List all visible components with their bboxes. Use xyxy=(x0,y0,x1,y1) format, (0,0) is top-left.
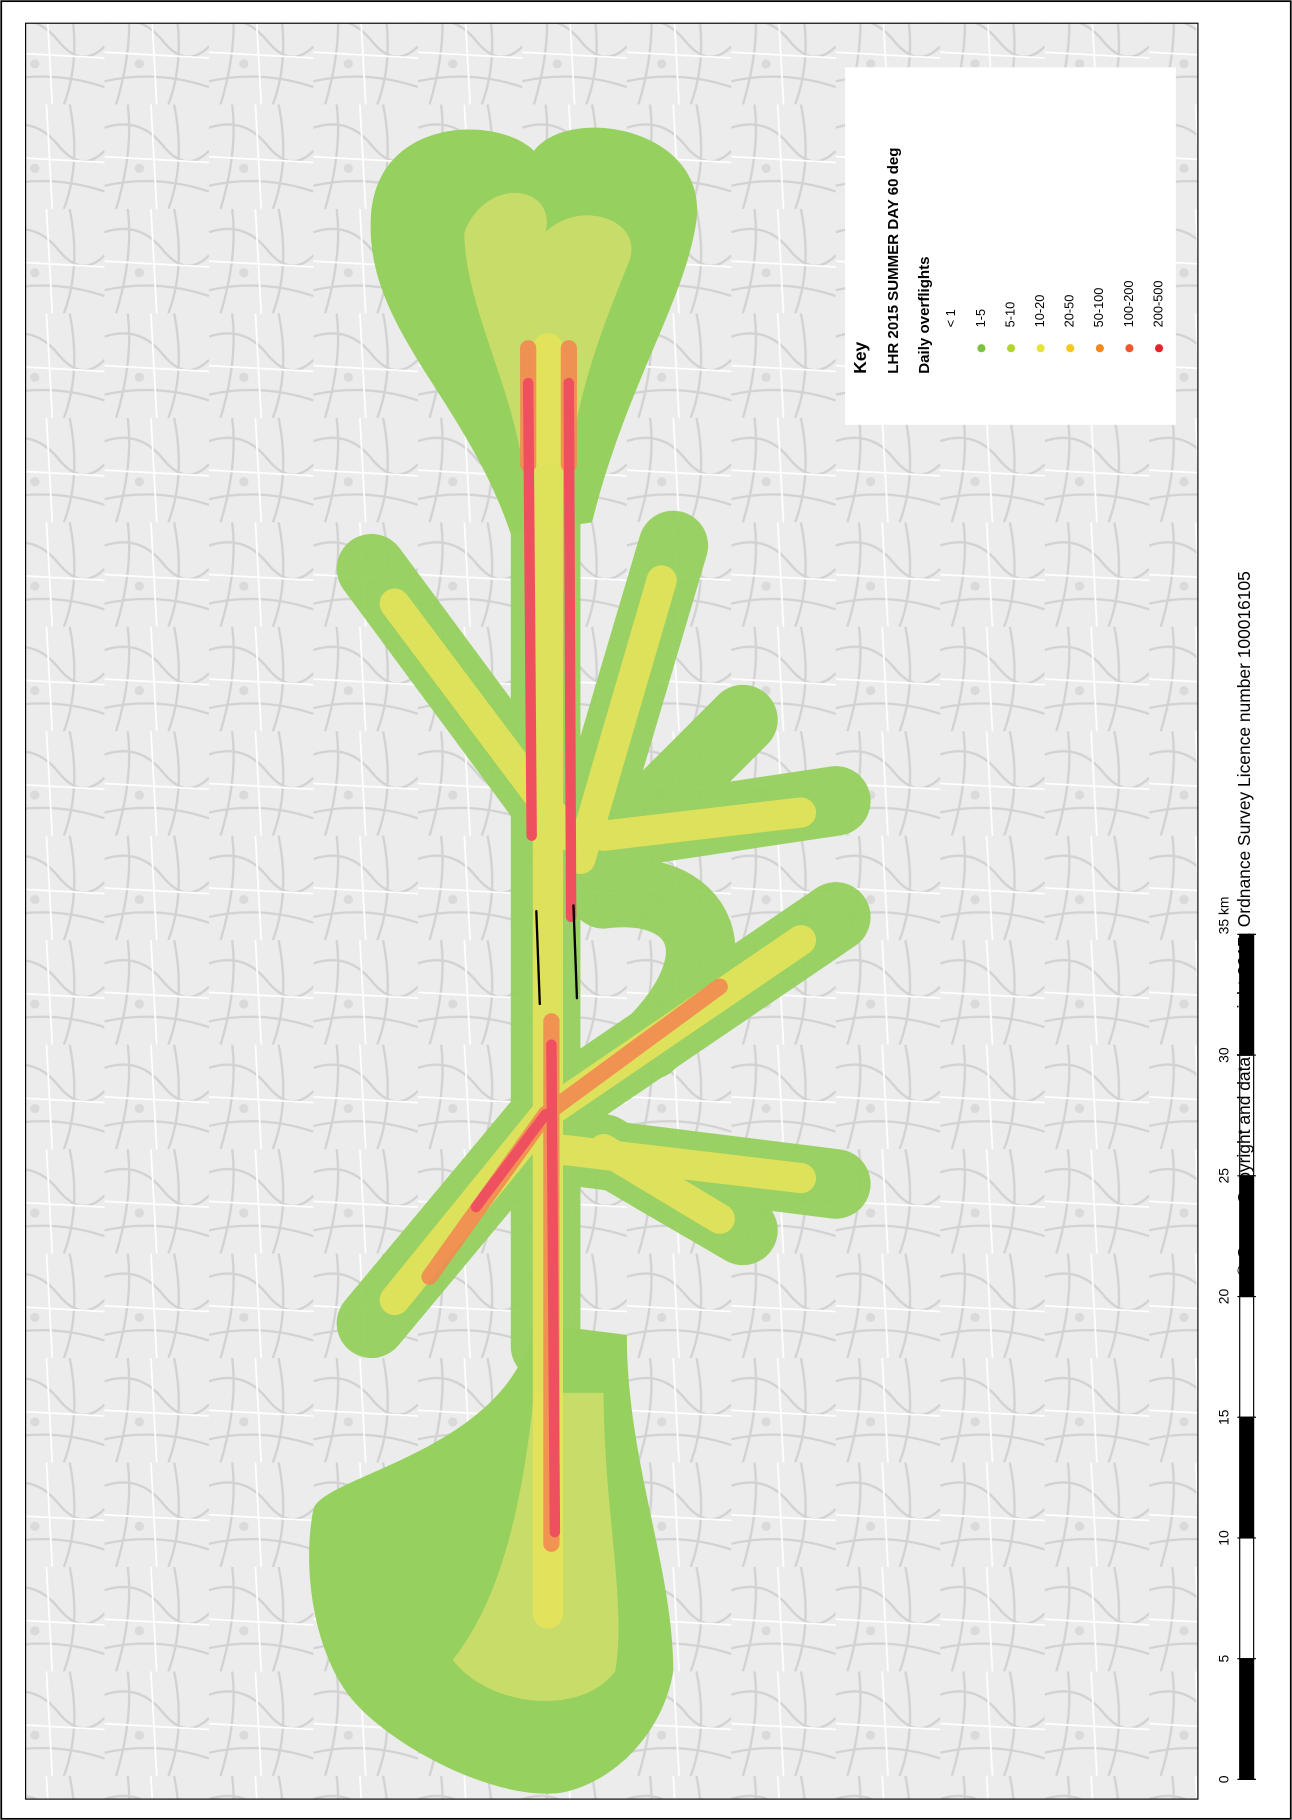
scale-label: 15 xyxy=(1215,1409,1231,1425)
key-subtitle: LHR 2015 SUMMER DAY 60 deg xyxy=(885,147,902,373)
legend-dot xyxy=(1036,344,1045,353)
legend-label: 20-50 xyxy=(1062,295,1077,328)
legend-label: 10-20 xyxy=(1032,295,1047,328)
scale-label: 5 xyxy=(1215,1655,1231,1663)
key-heading: Daily overflights xyxy=(916,256,933,373)
scale-bar: 0 5 10 15 20 25 30 35 km xyxy=(1215,897,1256,1783)
key-title: Key xyxy=(850,341,870,373)
legend-dot xyxy=(1066,344,1075,353)
scale-label: 0 xyxy=(1215,1775,1231,1783)
legend-label: 50-100 xyxy=(1091,288,1106,328)
legend-label: 100-200 xyxy=(1121,281,1136,328)
legend-dot xyxy=(1125,344,1134,353)
scale-label: 10 xyxy=(1215,1530,1231,1546)
copyright: © Crown Copyright and database right 201… xyxy=(1234,571,1254,1277)
legend-label: 1-5 xyxy=(973,309,988,327)
scale-segment xyxy=(1239,1537,1255,1660)
legend-dot xyxy=(1154,344,1164,353)
key: Key LHR 2015 SUMMER DAY 60 deg Daily ove… xyxy=(845,67,1176,425)
legend-label: 200-500 xyxy=(1150,281,1165,328)
legend-label: 5-10 xyxy=(1002,302,1017,328)
key-box xyxy=(845,67,1176,425)
scale-label: 20 xyxy=(1215,1289,1231,1305)
legend-label: < 1 xyxy=(943,309,958,327)
legend-dot xyxy=(1006,344,1016,353)
legend-dot xyxy=(977,344,986,353)
scale-label: 30 xyxy=(1215,1047,1231,1063)
scale-label: 25 xyxy=(1215,1168,1231,1184)
scale-segment xyxy=(1239,1658,1255,1780)
overflight-contours xyxy=(309,127,871,1794)
scale-segment xyxy=(1239,1295,1255,1418)
legend-dot xyxy=(1095,344,1104,353)
scale-label: 35 km xyxy=(1215,897,1231,935)
legend-items: < 1 1-5 5-10 10-20 20-50 50-100 100-200 200-500 xyxy=(943,281,1165,353)
scale-segment xyxy=(1239,1416,1255,1539)
